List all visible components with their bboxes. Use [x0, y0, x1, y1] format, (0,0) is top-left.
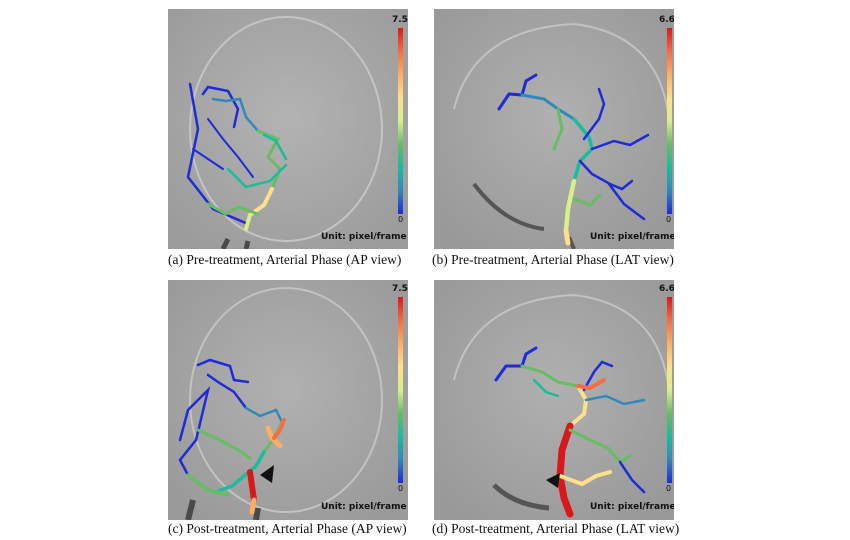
angiogram-panel-a: 7.5 0 Unit: pixel/frame — [168, 9, 408, 249]
caption-c: (c) Post-treatment, Arterial Phase (AP v… — [168, 521, 407, 536]
angiogram-panel-b: 6.6 0 Unit: pixel/frame — [434, 9, 674, 249]
colorbar-max-b: 6.6 — [659, 15, 674, 25]
colorbar-min-d: 0 — [666, 484, 672, 493]
angiogram-panel-d: 6.6 0 Unit: pixel/frame — [434, 280, 674, 520]
colorbar-min-b: 0 — [666, 215, 672, 224]
vessel-overlay-b — [434, 9, 674, 249]
unit-label-d: Unit: pixel/frame — [590, 502, 674, 512]
colorbar-a — [398, 28, 403, 214]
vessel-overlay-a — [168, 9, 408, 249]
colorbar-min-a: 0 — [398, 215, 404, 224]
colorbar-c — [398, 297, 403, 483]
caption-b: (b) Pre-treatment, Arterial Phase (LAT v… — [432, 252, 674, 267]
vessel-overlay-d — [434, 280, 674, 520]
unit-label-c: Unit: pixel/frame — [321, 502, 407, 512]
unit-label-b: Unit: pixel/frame — [590, 232, 674, 242]
colorbar-d — [667, 297, 672, 483]
caption-a: (a) Pre-treatment, Arterial Phase (AP vi… — [168, 252, 402, 267]
caption-d: (d) Post-treatment, Arterial Phase (LAT … — [432, 521, 680, 536]
colorbar-b — [667, 28, 672, 214]
unit-label-a: Unit: pixel/frame — [321, 232, 407, 242]
arrowhead-marker-d — [546, 473, 560, 488]
colorbar-max-d: 6.6 — [659, 284, 674, 294]
angiogram-panel-c: 7.5 0 Unit: pixel/frame — [168, 280, 408, 520]
vessel-overlay-c — [168, 280, 408, 520]
colorbar-max-c: 7.5 — [392, 284, 408, 294]
colorbar-max-a: 7.5 — [392, 15, 408, 25]
arrowhead-marker-c — [260, 465, 274, 483]
colorbar-min-c: 0 — [398, 484, 404, 493]
